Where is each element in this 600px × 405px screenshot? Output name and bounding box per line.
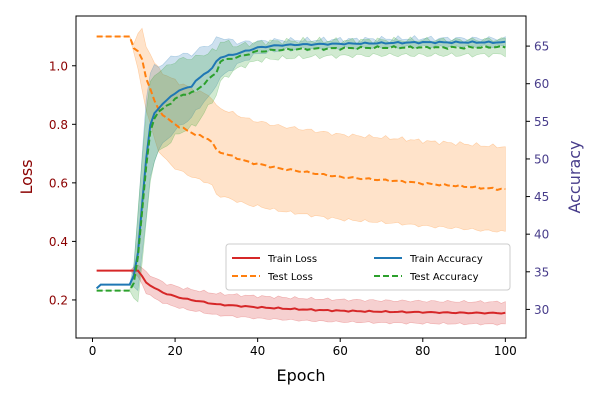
right-y-tick-label: 50	[534, 152, 549, 166]
x-tick-label: 60	[333, 344, 348, 358]
x-tick-label: 0	[89, 344, 97, 358]
axes: 0 20 40 60 80 100 0.2 0.4 0.6 0.8 1.0 30 35 40 45 50 55 6…	[17, 15, 584, 385]
x-tick-label: 100	[494, 344, 517, 358]
right-y-tick-label: 60	[534, 77, 549, 91]
right-y-tick-label: 65	[534, 40, 549, 54]
series-lines	[95, 35, 506, 315]
right-y-tick-label: 30	[534, 303, 549, 317]
left-y-axis-title: Loss	[17, 159, 36, 194]
left-y-tick-label: 0.8	[49, 118, 68, 132]
plot-frame	[75, 15, 527, 339]
left-y-tick-label: 0.4	[49, 235, 68, 249]
test-loss-line	[96, 35, 506, 192]
train-accuracy-line	[95, 40, 506, 290]
legend-label-test-loss: Test Loss	[267, 272, 313, 283]
train-loss-line	[96, 269, 506, 315]
x-tick-label: 40	[250, 344, 265, 358]
x-tick-label: 80	[415, 344, 430, 358]
legend-box	[225, 243, 511, 291]
legend-label-train-accuracy: Train Accuracy	[409, 254, 483, 265]
x-axis-title: Epoch	[277, 366, 326, 385]
left-y-tick-label: 1.0	[49, 59, 68, 73]
left-y-tick-label: 0.6	[49, 176, 68, 190]
legend: Train Loss Test Loss Train Accuracy Test Ac…	[225, 243, 511, 291]
test-accuracy-line	[96, 44, 506, 292]
left-y-tick-label: 0.2	[49, 293, 68, 307]
right-y-tick-label: 55	[534, 115, 549, 129]
right-y-tick-label: 40	[534, 228, 549, 242]
right-y-axis-title: Accuracy	[565, 140, 584, 213]
legend-label-test-accuracy: Test Accuracy	[409, 272, 479, 283]
right-y-tick-label: 35	[534, 265, 549, 279]
legend-label-train-loss: Train Loss	[267, 254, 317, 265]
x-tick-label: 20	[167, 344, 182, 358]
right-y-tick-label: 45	[534, 190, 549, 204]
